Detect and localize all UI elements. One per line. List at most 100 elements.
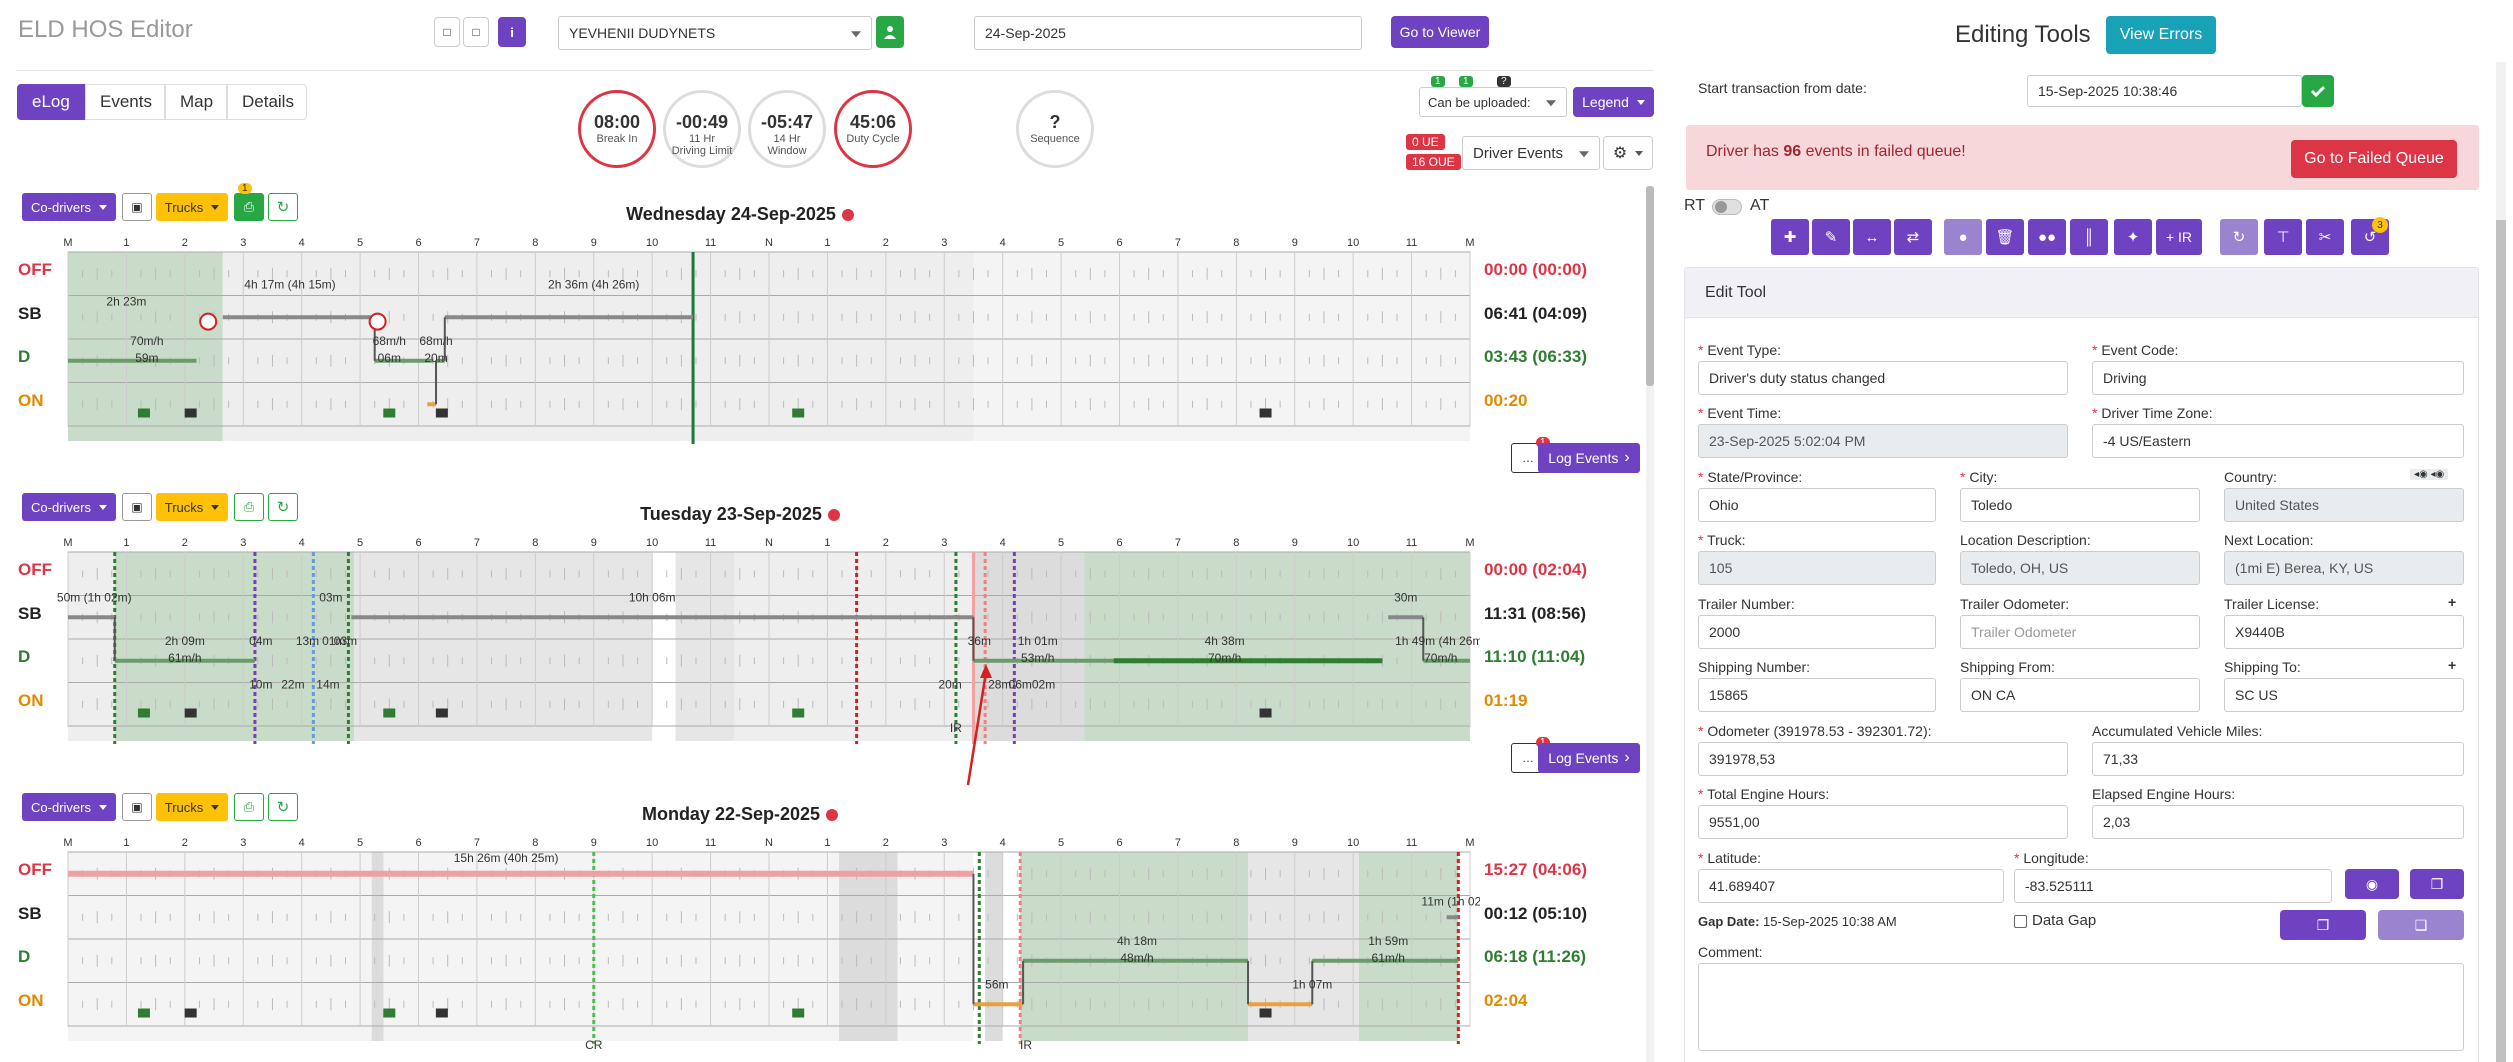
driver-events-select[interactable]: Driver Events <box>1462 136 1600 170</box>
trucks-button[interactable]: Trucks <box>156 493 228 521</box>
device-event-icon[interactable] <box>137 1008 150 1018</box>
upload-filter-select[interactable]: Can be uploaded: <box>1419 87 1567 117</box>
add-trailer-icon[interactable]: + <box>2448 594 2457 610</box>
device-event-icon[interactable] <box>435 1008 448 1018</box>
co-driver-button[interactable]: ●● <box>2028 219 2066 255</box>
shipping-to-input[interactable]: SC US <box>2224 678 2464 712</box>
device-event-icon[interactable] <box>383 408 396 418</box>
driver-tz-select[interactable]: -4 US/Eastern <box>2092 424 2464 458</box>
device-event-icon[interactable] <box>184 408 197 418</box>
rt-at-toggle[interactable] <box>1712 199 1742 215</box>
truck-icon-button[interactable]: ▣ <box>122 793 152 821</box>
city-input[interactable]: Toledo <box>1960 488 2200 522</box>
start-transaction-input[interactable]: 15-Sep-2025 10:38:46 <box>2027 75 2302 107</box>
add-ir-button[interactable]: + IR <box>2156 219 2202 255</box>
legend-button[interactable]: Legend <box>1573 87 1654 117</box>
truck-icon-button[interactable]: ▣ <box>122 493 152 521</box>
device-event-icon[interactable] <box>792 408 805 418</box>
device-event-icon[interactable] <box>383 1008 396 1018</box>
print-button[interactable]: ⎙ <box>234 193 264 221</box>
codrivers-button[interactable]: Co-drivers <box>22 193 116 221</box>
codrivers-button[interactable]: Co-drivers <box>22 493 116 521</box>
refresh-button[interactable]: ↻ <box>2220 219 2258 255</box>
data-gap-checkbox[interactable] <box>2014 915 2027 928</box>
truck-icon-button[interactable]: ▣ <box>122 193 152 221</box>
tab-elog[interactable]: eLog <box>17 84 85 120</box>
note-icon-button[interactable]: □ <box>463 17 489 47</box>
latitude-input[interactable]: 41.689407 <box>1698 869 2004 903</box>
cut-button[interactable]: ✂ <box>2306 219 2344 255</box>
copy-coords-button[interactable]: ❐ <box>2410 869 2464 899</box>
device-event-icon[interactable] <box>792 708 805 718</box>
next-location-input[interactable]: (1mi E) Berea, KY, US <box>2224 551 2464 585</box>
delete-event-button[interactable]: 🗑 <box>1986 219 2024 255</box>
trailer-license-input[interactable]: X9440B <box>2224 615 2464 649</box>
accumulated-miles-input[interactable]: 71,33 <box>2092 742 2464 776</box>
copy-event-button[interactable]: ❐ <box>2280 910 2366 940</box>
shipping-from-input[interactable]: ON CA <box>1960 678 2200 712</box>
tab-events[interactable]: Events <box>85 84 165 120</box>
violation-icon[interactable] <box>199 312 218 331</box>
trucks-button[interactable]: Trucks <box>156 793 228 821</box>
location-description-input[interactable]: Toledo, OH, US <box>1960 551 2200 585</box>
truck-select[interactable]: 105 <box>1698 551 1936 585</box>
log-scrollbar-track[interactable] <box>1646 186 1654 1062</box>
trailer-odometer-input[interactable]: Trailer Odometer <box>1960 615 2200 649</box>
device-event-icon[interactable] <box>1259 1008 1272 1018</box>
state-select[interactable]: Ohio <box>1698 488 1936 522</box>
event-code-select[interactable]: Driving <box>2092 361 2464 395</box>
swap-events-button[interactable]: ⇄ <box>1894 219 1932 255</box>
country-input[interactable]: United States <box>2224 488 2464 522</box>
refresh-day-button[interactable]: ↻ <box>268 793 298 821</box>
longitude-input[interactable]: -83.525111 <box>2014 869 2332 903</box>
device-event-icon[interactable] <box>137 708 150 718</box>
print-button[interactable]: ⎙ <box>234 793 264 821</box>
tab-details[interactable]: Details <box>227 84 307 120</box>
engine-hours-input[interactable]: 9551,00 <box>1698 805 2068 839</box>
trailer-number-input[interactable]: 2000 <box>1698 615 1936 649</box>
device-event-icon[interactable] <box>435 408 448 418</box>
columns-button[interactable]: ║ <box>2070 219 2108 255</box>
hos-grid-chart[interactable]: M 1 2 3 4 5 6 7 8 9 10 11 N 1 2 3 4 5 6 7 8 9 10 11 M 2h 23m 4h 17… <box>0 235 1480 465</box>
device-event-icon[interactable] <box>184 1008 197 1018</box>
document-icon-button[interactable]: □ <box>434 17 460 47</box>
shift-events-button[interactable]: ↔ <box>1853 219 1891 255</box>
log-events-button[interactable]: Log Events › <box>1538 443 1640 473</box>
print-button[interactable]: ⎙ <box>234 493 264 521</box>
device-event-icon[interactable] <box>1259 708 1272 718</box>
comment-textarea[interactable] <box>1698 963 2464 1051</box>
shipping-number-input[interactable]: 15865 <box>1698 678 1936 712</box>
assign-driver-button[interactable]: ● <box>1944 219 1982 255</box>
event-type-select[interactable]: Driver's duty status changed <box>1698 361 2068 395</box>
trucks-button[interactable]: Trucks <box>156 193 228 221</box>
device-event-icon[interactable] <box>137 408 150 418</box>
settings-dropdown-button[interactable]: ⚙ <box>1603 136 1653 170</box>
pick-location-button[interactable]: ◉ <box>2345 869 2399 899</box>
magic-button[interactable]: ✦ <box>2114 219 2152 255</box>
location-swap-icons[interactable]: ◂◉ ◂◉ <box>2410 469 2449 480</box>
add-event-button[interactable]: ✚ <box>1771 219 1809 255</box>
edit-event-button[interactable]: ✎ <box>1812 219 1850 255</box>
paste-event-button[interactable]: ❑ <box>2378 910 2464 940</box>
info-button[interactable]: i <box>498 17 526 47</box>
tab-map[interactable]: Map <box>165 84 227 120</box>
event-time-input[interactable]: 23-Sep-2025 5:02:04 PM <box>1698 424 2068 458</box>
view-errors-button[interactable]: View Errors <box>2106 16 2216 54</box>
refresh-day-button[interactable]: ↻ <box>268 493 298 521</box>
odometer-input[interactable]: 391978,53 <box>1698 742 2068 776</box>
log-scrollbar-thumb[interactable] <box>1646 186 1654 386</box>
go-to-viewer-button[interactable]: Go to Viewer <box>1391 16 1489 48</box>
date-input[interactable]: 24-Sep-2025 <box>974 16 1362 50</box>
hos-grid-chart[interactable]: M 1 2 3 4 5 6 7 8 9 10 11 N 1 2 3 4 5 6 7 8 9 10 11 M 50m (1h 02m… <box>0 535 1480 765</box>
apply-date-button[interactable] <box>2302 75 2334 107</box>
violation-icon[interactable] <box>368 312 387 331</box>
hos-grid-chart[interactable]: M 1 2 3 4 5 6 7 8 9 10 11 N 1 2 3 4 5 6 7 8 9 10 11 M 15h 26m (40… <box>0 835 1480 1062</box>
refresh-day-button[interactable]: ↻ <box>268 193 298 221</box>
driver-select[interactable]: YEVHENII DUDYNETS <box>558 16 872 50</box>
device-event-icon[interactable] <box>792 1008 805 1018</box>
device-event-icon[interactable] <box>184 708 197 718</box>
driver-profile-button[interactable] <box>876 16 904 48</box>
align-button[interactable]: ⊤ <box>2264 219 2302 255</box>
editor-scrollbar-thumb[interactable] <box>2496 220 2506 1062</box>
device-event-icon[interactable] <box>383 708 396 718</box>
